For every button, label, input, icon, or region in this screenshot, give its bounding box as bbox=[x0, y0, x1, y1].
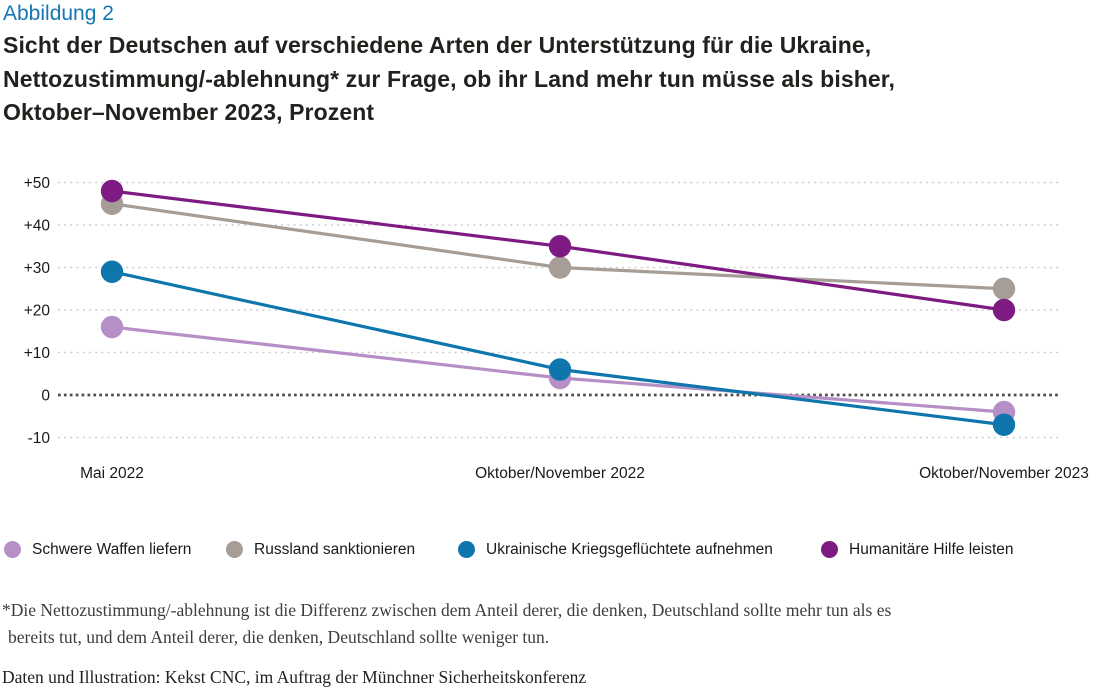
y-tick-label: +50 bbox=[24, 175, 51, 192]
data-point bbox=[100, 260, 124, 283]
legend-swatch-icon bbox=[226, 541, 243, 558]
legend-label: Russland sanktionieren bbox=[254, 540, 416, 558]
legend-item: Schwere Waffen liefern bbox=[4, 540, 191, 559]
x-tick-label: Mai 2022 bbox=[80, 465, 144, 482]
data-point bbox=[548, 235, 572, 258]
data-point bbox=[992, 298, 1016, 322]
chart-title: Sicht der Deutschen auf verschiedene Art… bbox=[3, 32, 896, 125]
x-tick-label: Oktober/November 2022 bbox=[475, 465, 645, 482]
y-tick-label: +40 bbox=[24, 218, 51, 235]
legend-item: Ukrainische Kriegsgeflüchtete aufnehmen bbox=[458, 540, 773, 559]
legend-label: Schwere Waffen liefern bbox=[32, 540, 192, 558]
footnote-line-1: *Die Nettozustimmung/-ablehnung ist die … bbox=[2, 600, 892, 620]
y-tick-label: -10 bbox=[28, 430, 51, 447]
y-tick-label: 0 bbox=[41, 388, 50, 405]
y-tick-label: +10 bbox=[24, 345, 51, 362]
data-point bbox=[548, 358, 572, 381]
y-tick-label: +30 bbox=[24, 260, 51, 277]
legend-swatch-icon bbox=[458, 541, 475, 558]
y-tick-label: +20 bbox=[24, 303, 51, 320]
legend-item: Russland sanktionieren bbox=[226, 540, 415, 559]
legend-swatch-icon bbox=[4, 541, 21, 558]
data-point bbox=[992, 277, 1016, 300]
legend-label: Humanitäre Hilfe leisten bbox=[849, 540, 1014, 558]
legend-swatch-icon bbox=[821, 541, 838, 558]
data-point bbox=[100, 315, 124, 339]
footnote-line-2: bereits tut, und dem Anteil derer, die d… bbox=[8, 627, 550, 647]
data-point bbox=[548, 256, 572, 279]
data-point bbox=[100, 179, 124, 203]
legend-item: Humanitäre Hilfe leisten bbox=[821, 540, 1014, 559]
source-credit: Daten und Illustration: Kekst CNC, im Au… bbox=[2, 667, 587, 687]
chart-legend: Schwere Waffen liefern Russland sanktioni… bbox=[0, 540, 1102, 560]
data-point bbox=[992, 413, 1016, 436]
legend-label: Ukrainische Kriegsgeflüchtete aufnehmen bbox=[486, 540, 773, 558]
x-tick-label: Oktober/November 2023 bbox=[919, 465, 1089, 482]
line-chart: +50 +40 +30 +20 +10 0 -10 Mai 2022 Oktober/Novem… bbox=[24, 175, 1089, 482]
figure-label: Abbildung 2 bbox=[3, 2, 114, 25]
